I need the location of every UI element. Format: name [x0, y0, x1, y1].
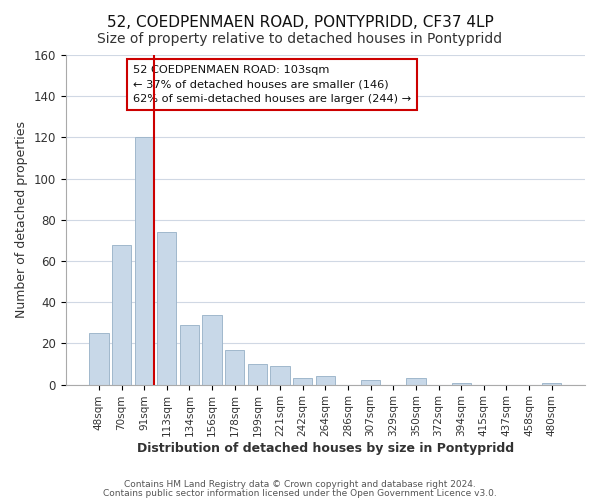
Bar [157, 232, 176, 384]
Bar [225, 350, 244, 384]
Bar [361, 380, 380, 384]
Bar [542, 382, 562, 384]
Y-axis label: Number of detached properties: Number of detached properties [15, 122, 28, 318]
X-axis label: Distribution of detached houses by size in Pontypridd: Distribution of detached houses by size … [137, 442, 514, 455]
Bar [202, 314, 222, 384]
Text: Size of property relative to detached houses in Pontypridd: Size of property relative to detached ho… [97, 32, 503, 46]
Bar [180, 325, 199, 384]
Bar [134, 138, 154, 384]
Bar [316, 376, 335, 384]
Bar [112, 244, 131, 384]
Bar [452, 382, 471, 384]
Bar [248, 364, 267, 384]
Bar [406, 378, 425, 384]
Text: Contains HM Land Registry data © Crown copyright and database right 2024.: Contains HM Land Registry data © Crown c… [124, 480, 476, 489]
Text: 52 COEDPENMAEN ROAD: 103sqm
← 37% of detached houses are smaller (146)
62% of se: 52 COEDPENMAEN ROAD: 103sqm ← 37% of det… [133, 65, 411, 104]
Bar [89, 333, 109, 384]
Text: Contains public sector information licensed under the Open Government Licence v3: Contains public sector information licen… [103, 488, 497, 498]
Bar [293, 378, 313, 384]
Bar [271, 366, 290, 384]
Text: 52, COEDPENMAEN ROAD, PONTYPRIDD, CF37 4LP: 52, COEDPENMAEN ROAD, PONTYPRIDD, CF37 4… [107, 15, 493, 30]
